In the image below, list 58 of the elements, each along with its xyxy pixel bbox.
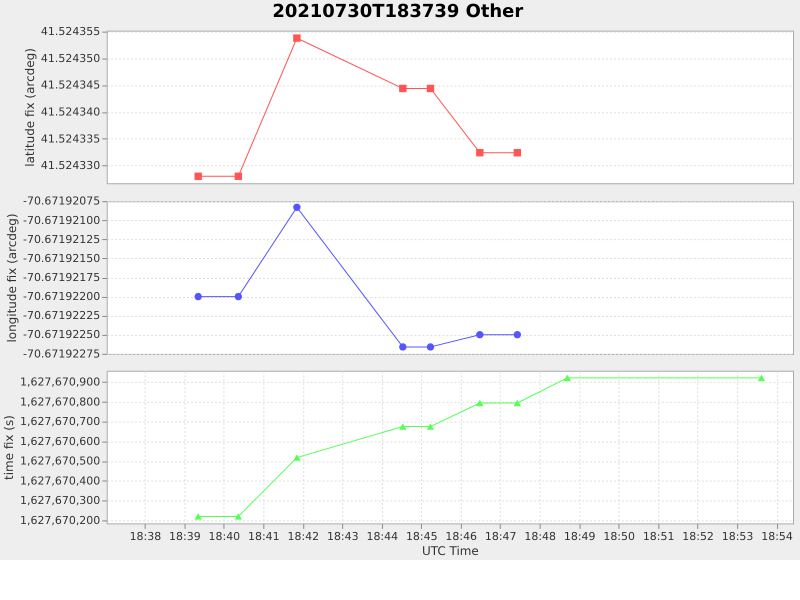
x-tick-label: 18:49: [564, 530, 596, 543]
point: [234, 172, 242, 180]
point: [194, 292, 202, 300]
x-tick-label: 18:39: [169, 530, 201, 543]
y-tick-label: 1,627,670,200: [20, 514, 100, 527]
point: [514, 149, 522, 156]
point: [234, 292, 242, 300]
y-tick-label: 1,627,670,800: [20, 395, 100, 408]
x-tick-label: 18:48: [524, 530, 556, 543]
x-tick-label: 18:50: [603, 530, 635, 543]
y-tick-label: 1,627,670,500: [20, 454, 100, 468]
x-axis-title: UTC Time: [422, 544, 479, 558]
x-tick-label: 18:38: [130, 530, 162, 543]
y-tick-label: 41.524350: [40, 52, 100, 65]
y-tick-label: 41.524340: [40, 106, 100, 119]
y-axis-title: latitude fix (arcdeg): [22, 48, 37, 167]
point: [194, 172, 202, 180]
x-tick-label: 18:45: [406, 530, 438, 543]
y-tick-label: 1,627,670,400: [20, 474, 100, 488]
y-tick-label: 1,627,670,700: [20, 415, 100, 428]
point: [399, 84, 407, 92]
x-tick-label: 18:51: [642, 530, 674, 543]
x-tick-label: 18:47: [484, 530, 517, 543]
y-axis-title: longitude fix (arcdeg): [5, 213, 20, 343]
y-tick-label: -70.67192225: [23, 309, 100, 322]
x-tick-label: 18:41: [248, 530, 280, 543]
y-tick-label: 41.524355: [40, 25, 100, 38]
point: [514, 331, 522, 338]
x-tick-label: 18:43: [326, 530, 359, 543]
y-tick-label: 1,627,670,900: [20, 376, 100, 389]
x-tick-label: 18:46: [445, 530, 478, 543]
y-tick-label: -70.67192150: [23, 252, 100, 265]
x-tick-label: 18:54: [761, 530, 793, 543]
y-tick-label: 41.524345: [40, 78, 100, 92]
y-tick-label: 1,627,670,300: [20, 494, 100, 508]
x-tick-label: 18:42: [288, 530, 320, 543]
x-tick-label: 18:40: [208, 530, 240, 543]
y-axis-title: time fix (s): [2, 415, 16, 480]
x-tick-label: 18:52: [682, 530, 714, 543]
point: [293, 204, 301, 211]
y-tick-label: -70.67192275: [23, 347, 100, 360]
y-tick-label: -70.67192125: [23, 232, 100, 246]
point: [426, 343, 434, 351]
y-tick-label: -70.67192075: [23, 194, 100, 208]
point: [476, 149, 484, 156]
x-tick-label: 18:44: [366, 530, 398, 543]
point: [476, 331, 484, 338]
point: [293, 34, 301, 42]
y-tick-label: 1,627,670,600: [20, 434, 100, 448]
point: [399, 343, 407, 351]
y-tick-label: -70.67192175: [23, 270, 100, 284]
y-tick-label: -70.67192200: [23, 290, 100, 304]
y-tick-label: -70.67192250: [23, 328, 100, 342]
x-tick-label: 18:53: [722, 530, 754, 543]
y-tick-label: 41.524330: [40, 159, 100, 172]
chart-title: 20210730T183739 Other: [272, 1, 524, 22]
y-tick-label: 41.524335: [40, 132, 100, 146]
y-tick-label: -70.67192100: [23, 214, 100, 227]
